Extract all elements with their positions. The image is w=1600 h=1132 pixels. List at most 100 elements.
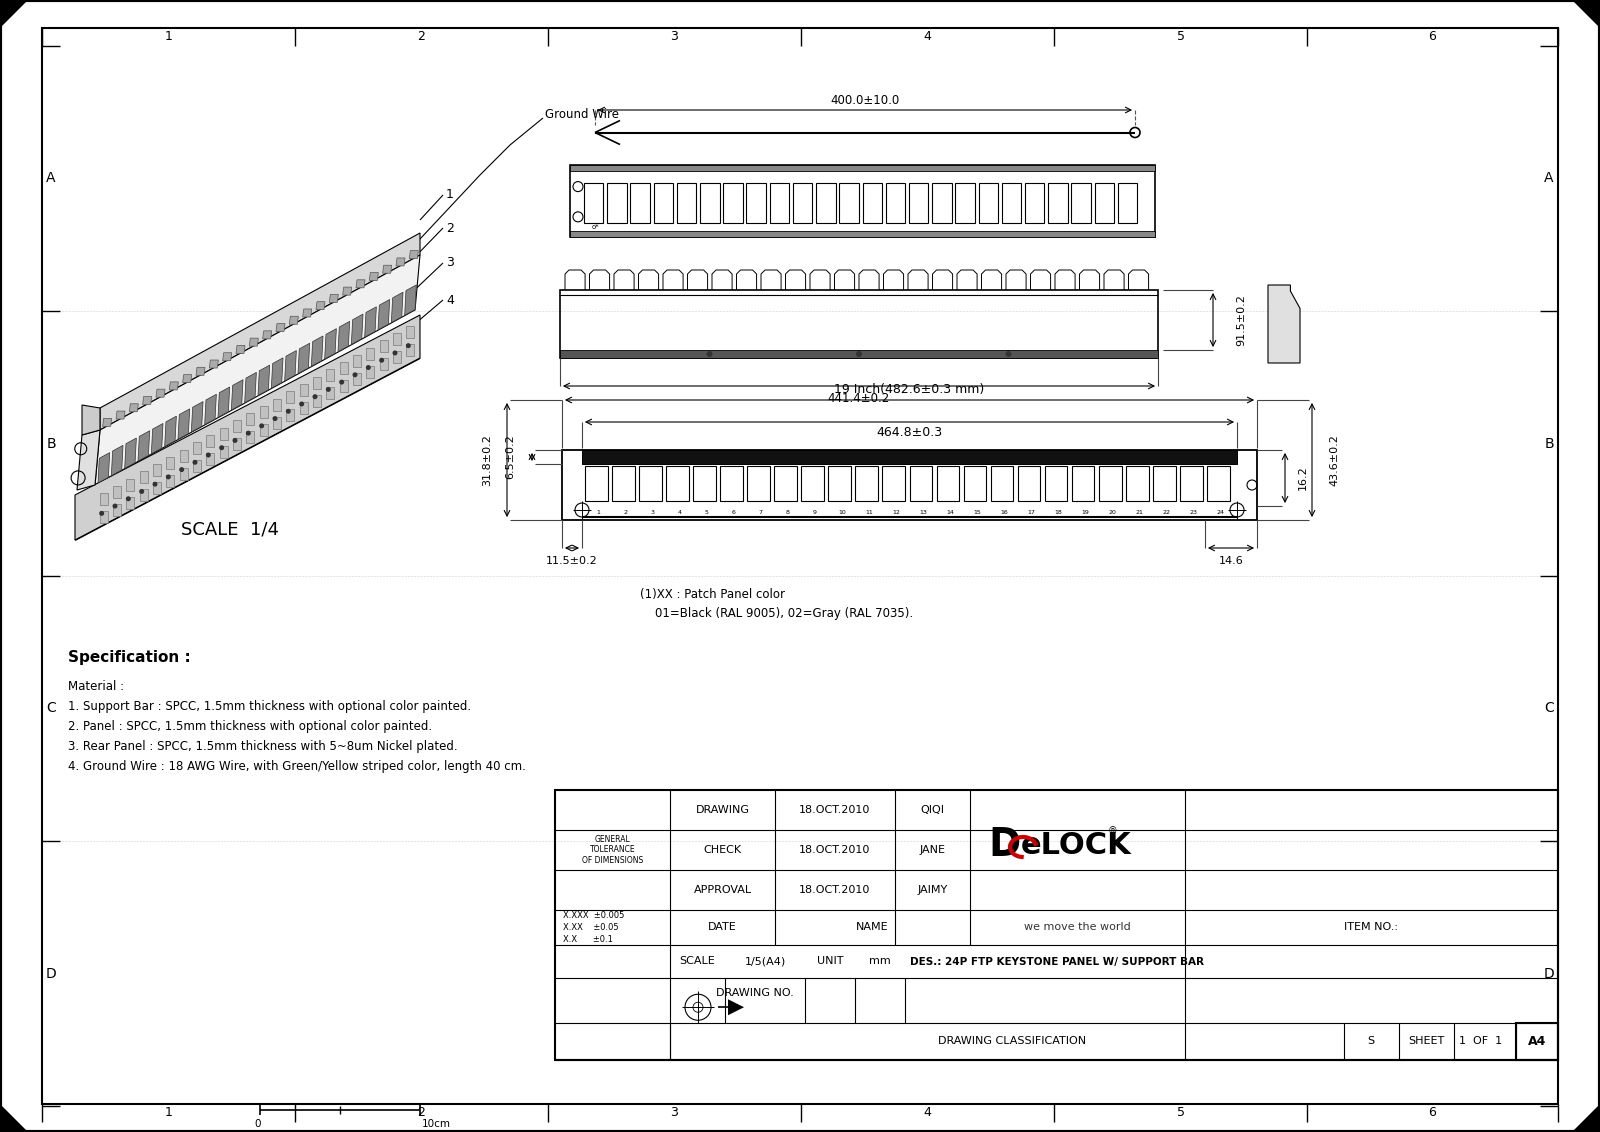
Polygon shape [165,417,176,446]
Bar [570,165,1155,171]
Text: Specification :: Specification : [67,650,190,664]
Polygon shape [179,449,187,462]
Bar [555,790,1558,1060]
Text: 6: 6 [731,509,736,515]
Polygon shape [234,420,242,432]
Circle shape [139,489,144,494]
Text: 19 Inch(482.6±0.3 mm): 19 Inch(482.6±0.3 mm) [834,383,984,395]
Polygon shape [98,453,110,483]
Polygon shape [139,489,147,501]
Text: 3: 3 [670,31,678,43]
Bar [582,451,1237,464]
Polygon shape [314,377,322,388]
Polygon shape [302,309,312,317]
Polygon shape [338,321,350,352]
Circle shape [99,511,104,516]
Polygon shape [0,1104,29,1132]
Circle shape [112,504,117,508]
Text: 18.OCT.2010: 18.OCT.2010 [800,885,870,895]
Polygon shape [378,300,390,329]
Text: o*: o* [592,224,600,230]
Text: 1  OF  1: 1 OF 1 [1459,1037,1502,1046]
Polygon shape [410,250,418,258]
Polygon shape [126,479,134,491]
Bar [936,466,960,501]
Text: 21: 21 [1136,509,1144,515]
Bar [816,183,835,223]
Polygon shape [259,423,267,436]
Polygon shape [114,486,122,498]
Polygon shape [102,419,112,427]
Text: 8: 8 [786,509,790,515]
Bar [979,183,998,223]
Text: DRAWING: DRAWING [696,805,749,815]
Bar [802,466,824,501]
Text: 19: 19 [1082,509,1090,515]
Circle shape [392,351,397,355]
Text: X.XX    ±0.05: X.XX ±0.05 [563,924,619,933]
Circle shape [312,394,317,400]
Polygon shape [152,423,163,454]
Polygon shape [382,265,392,273]
Text: 11: 11 [866,509,874,515]
Text: X.XXX  ±0.005: X.XXX ±0.005 [563,911,624,920]
Text: 9: 9 [813,509,818,515]
Text: A4: A4 [1528,1035,1546,1048]
Text: 1: 1 [165,1106,173,1120]
Bar [840,183,859,223]
Polygon shape [394,333,402,345]
Text: C: C [46,702,56,715]
Bar [955,183,974,223]
Polygon shape [392,292,403,323]
Polygon shape [406,344,414,355]
Bar [933,183,952,223]
Text: 18.OCT.2010: 18.OCT.2010 [800,805,870,815]
Text: B: B [1544,437,1554,451]
Bar [1048,183,1067,223]
Polygon shape [194,443,202,454]
Polygon shape [262,331,272,338]
Text: DATE: DATE [709,923,738,933]
Polygon shape [298,343,310,374]
Polygon shape [222,353,232,361]
Polygon shape [232,379,243,410]
Text: JAIMY: JAIMY [917,885,947,895]
Polygon shape [285,351,296,380]
Text: 4: 4 [923,31,931,43]
Polygon shape [406,326,414,337]
Text: D: D [46,967,56,980]
Polygon shape [277,324,285,332]
Bar [1126,466,1149,501]
Polygon shape [154,464,162,477]
Polygon shape [170,381,178,389]
Text: SHEET: SHEET [1408,1037,1445,1046]
Circle shape [339,379,344,385]
Polygon shape [354,354,362,367]
Polygon shape [326,369,334,381]
Bar [829,466,851,501]
Polygon shape [259,406,267,418]
Text: 3: 3 [446,257,454,269]
Circle shape [126,496,131,501]
Bar [570,231,1155,237]
Circle shape [246,430,251,436]
Text: 441.4±0.2: 441.4±0.2 [827,392,890,404]
Bar [794,183,813,223]
Text: B: B [46,437,56,451]
Text: 16: 16 [1000,509,1008,515]
Polygon shape [245,372,256,403]
Text: 3. Rear Panel : SPCC, 1.5mm thickness with 5~8um Nickel plated.: 3. Rear Panel : SPCC, 1.5mm thickness wi… [67,740,458,753]
Polygon shape [75,315,419,540]
Polygon shape [99,512,107,523]
Polygon shape [397,258,405,266]
Polygon shape [1267,285,1299,363]
Text: 1. Support Bar : SPCC, 1.5mm thickness with optional color painted.: 1. Support Bar : SPCC, 1.5mm thickness w… [67,700,470,713]
Polygon shape [299,384,307,396]
Polygon shape [355,280,365,288]
Text: 12: 12 [893,509,899,515]
Bar [666,466,690,501]
Text: D: D [989,826,1021,864]
Polygon shape [130,404,138,412]
Bar [1154,466,1176,501]
Text: 18: 18 [1054,509,1062,515]
